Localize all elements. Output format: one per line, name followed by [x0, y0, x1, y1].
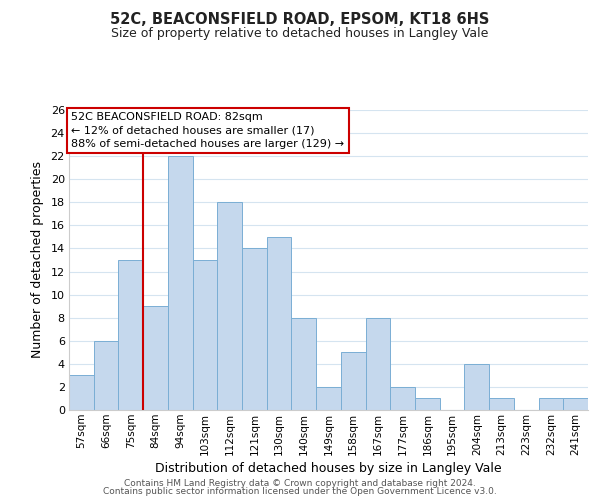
Bar — [193, 260, 217, 410]
Bar — [69, 376, 94, 410]
Bar — [168, 156, 193, 410]
Bar — [94, 341, 118, 410]
Y-axis label: Number of detached properties: Number of detached properties — [31, 162, 44, 358]
Bar — [365, 318, 390, 410]
Bar — [489, 398, 514, 410]
Bar — [464, 364, 489, 410]
Bar — [143, 306, 168, 410]
X-axis label: Distribution of detached houses by size in Langley Vale: Distribution of detached houses by size … — [155, 462, 502, 475]
Bar — [563, 398, 588, 410]
Bar — [390, 387, 415, 410]
Bar — [292, 318, 316, 410]
Bar — [217, 202, 242, 410]
Bar — [539, 398, 563, 410]
Bar — [316, 387, 341, 410]
Text: Contains HM Land Registry data © Crown copyright and database right 2024.: Contains HM Land Registry data © Crown c… — [124, 478, 476, 488]
Text: 52C, BEACONSFIELD ROAD, EPSOM, KT18 6HS: 52C, BEACONSFIELD ROAD, EPSOM, KT18 6HS — [110, 12, 490, 28]
Text: Contains public sector information licensed under the Open Government Licence v3: Contains public sector information licen… — [103, 487, 497, 496]
Text: 52C BEACONSFIELD ROAD: 82sqm
← 12% of detached houses are smaller (17)
88% of se: 52C BEACONSFIELD ROAD: 82sqm ← 12% of de… — [71, 112, 344, 148]
Bar — [267, 237, 292, 410]
Text: Size of property relative to detached houses in Langley Vale: Size of property relative to detached ho… — [112, 28, 488, 40]
Bar — [118, 260, 143, 410]
Bar — [415, 398, 440, 410]
Bar — [341, 352, 365, 410]
Bar — [242, 248, 267, 410]
